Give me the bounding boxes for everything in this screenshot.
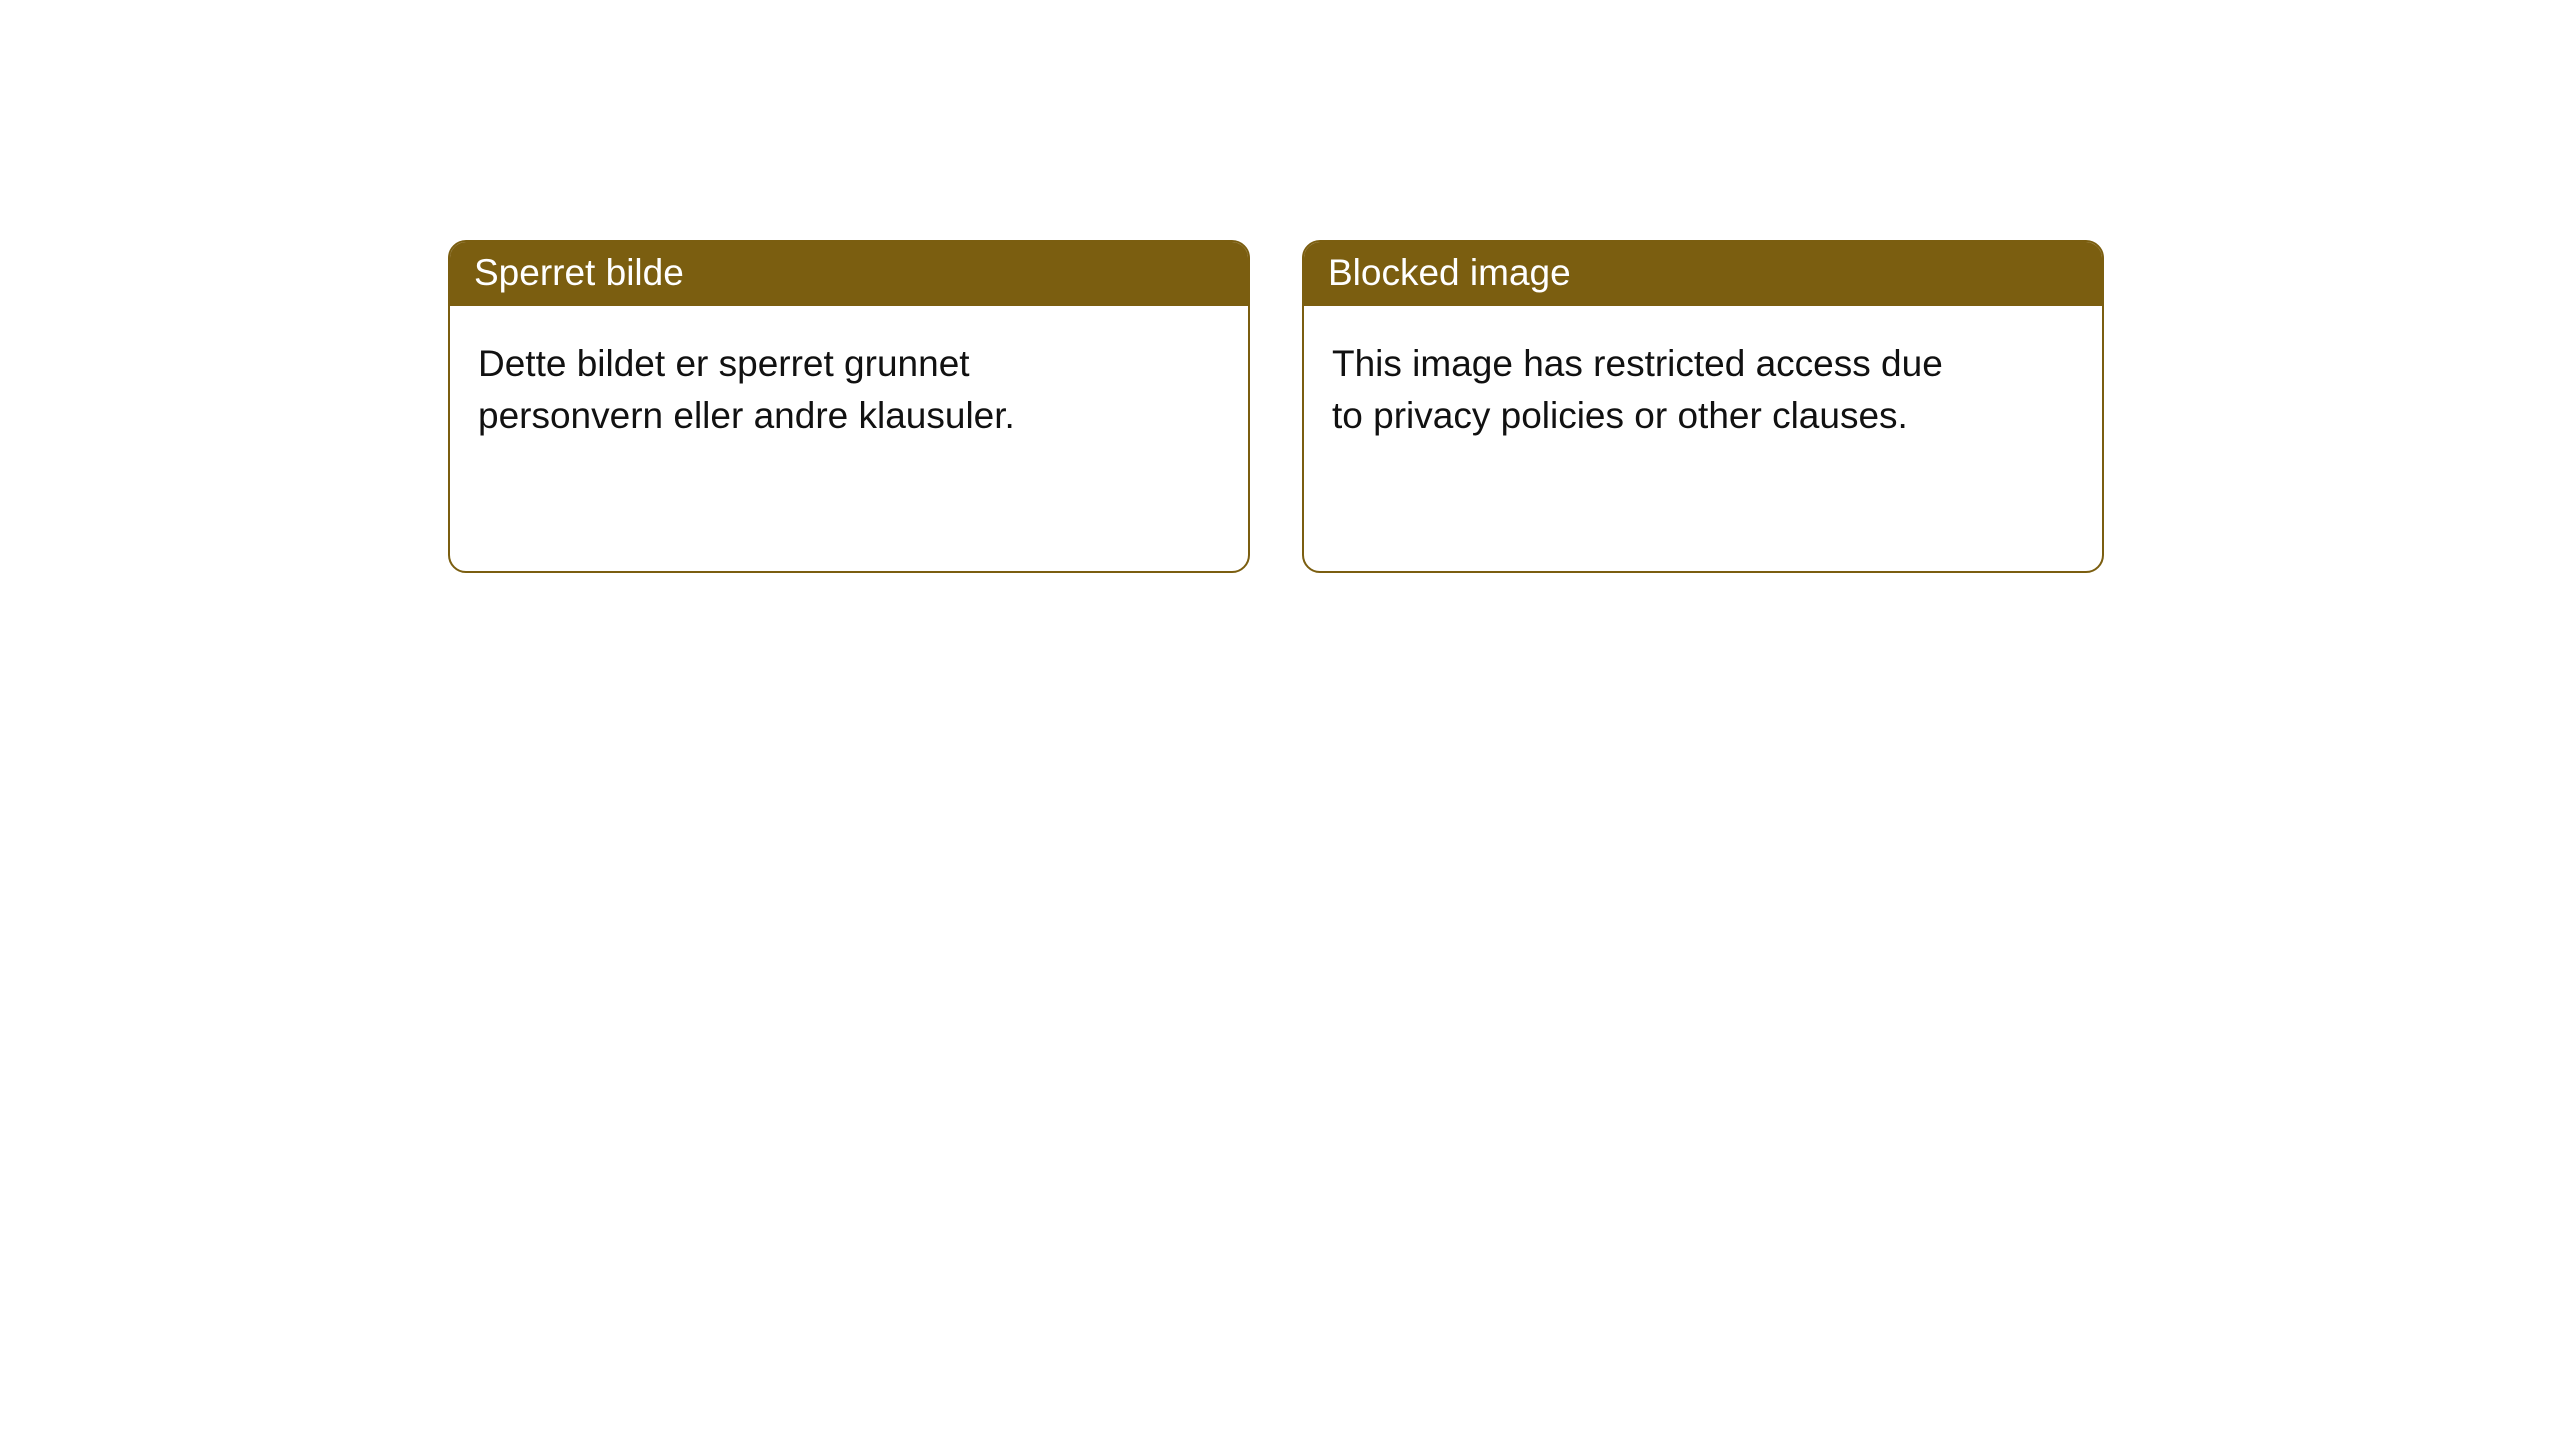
notice-header-norwegian: Sperret bilde: [450, 242, 1248, 306]
notice-container: Sperret bilde Dette bildet er sperret gr…: [0, 0, 2560, 573]
notice-card-english: Blocked image This image has restricted …: [1302, 240, 2104, 573]
notice-body-english: This image has restricted access due to …: [1304, 306, 1984, 474]
notice-card-norwegian: Sperret bilde Dette bildet er sperret gr…: [448, 240, 1250, 573]
notice-body-norwegian: Dette bildet er sperret grunnet personve…: [450, 306, 1130, 474]
notice-header-english: Blocked image: [1304, 242, 2102, 306]
